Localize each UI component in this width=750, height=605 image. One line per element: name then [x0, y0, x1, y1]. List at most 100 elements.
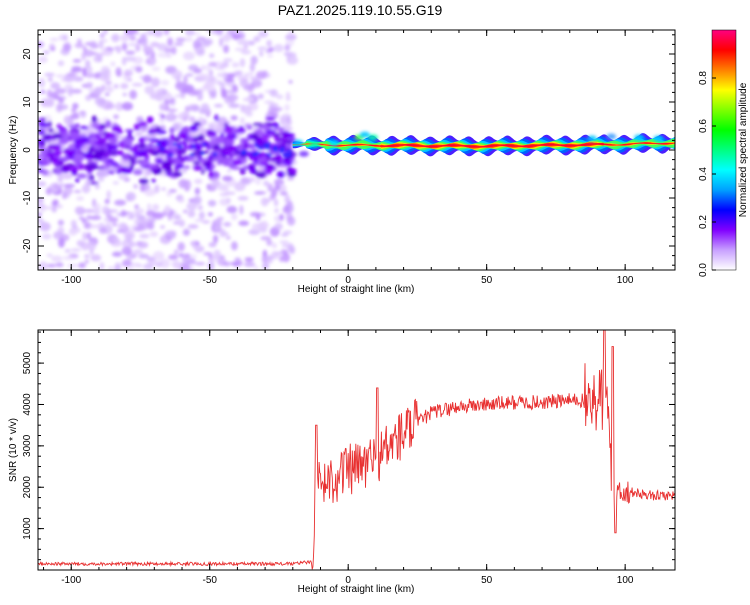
- heatmap-noise-cell: [93, 202, 101, 211]
- heatmap-noise-cell: [274, 207, 279, 214]
- y-tick-label: 2000: [22, 476, 33, 499]
- heatmap-noise-cell: [111, 252, 122, 256]
- heatmap-noise-cell: [240, 49, 252, 55]
- heatmap-noise-cell: [125, 232, 133, 243]
- heatmap-noise-cell: [157, 43, 168, 51]
- heatmap-noise-cell: [64, 248, 71, 253]
- heatmap-noise-cell: [263, 180, 269, 187]
- heatmap-noise-cell: [251, 153, 257, 157]
- heatmap-noise-cell: [97, 176, 105, 182]
- heatmap-noise-cell: [223, 125, 234, 134]
- y-tick-label: -20: [22, 238, 33, 253]
- heatmap-noise-cell: [239, 117, 245, 125]
- heatmap-noise-cell: [111, 126, 122, 132]
- heatmap-noise-cell: [57, 60, 65, 67]
- heatmap-noise-cell: [64, 150, 75, 154]
- heatmap-noise-cell: [260, 235, 272, 241]
- heatmap-noise-cell: [247, 40, 256, 46]
- heatmap-noise-cell: [279, 150, 285, 154]
- heatmap-noise-cell: [272, 145, 278, 149]
- heatmap-noise-cell: [148, 138, 160, 143]
- heatmap-noise-cell: [279, 213, 284, 221]
- heatmap-noise-cell: [46, 253, 53, 258]
- heatmap-noise-cell: [247, 72, 254, 77]
- heatmap-noise-cell: [234, 150, 241, 155]
- heatmap-noise-cell: [135, 43, 141, 52]
- heatmap-noise-cell: [253, 266, 259, 270]
- heatmap-noise-cell: [218, 37, 224, 47]
- heatmap-noise-cell: [52, 184, 63, 190]
- heatmap-signal-cell: [298, 150, 309, 157]
- heatmap-noise-cell: [166, 53, 172, 58]
- heatmap-noise-cell: [178, 253, 184, 258]
- heatmap-noise-cell: [225, 150, 232, 154]
- heatmap-noise-cell: [129, 36, 137, 41]
- heatmap-noise-cell: [284, 44, 291, 52]
- heatmap-noise-cell: [116, 229, 124, 233]
- heatmap-band-layer: [292, 142, 675, 148]
- heatmap-noise-cell: [273, 198, 279, 207]
- heatmap-noise-cell: [179, 141, 186, 145]
- heatmap-noise-cell: [155, 89, 162, 94]
- heatmap-noise-cell: [239, 205, 244, 215]
- heatmap-noise-cell: [274, 178, 285, 186]
- heatmap-noise-cell: [237, 75, 244, 81]
- heatmap-signal-cell: [586, 135, 597, 142]
- x-tick-label: 0: [345, 575, 351, 586]
- heatmap-noise-cell: [249, 211, 261, 217]
- heatmap-noise-cell: [257, 146, 263, 150]
- heatmap-noise-cell: [102, 69, 110, 80]
- heatmap-noise-cell: [143, 169, 148, 180]
- heatmap-noise-cell: [152, 251, 165, 261]
- heatmap-noise-cell: [222, 33, 234, 40]
- heatmap-noise-cell: [58, 139, 69, 145]
- heatmap-noise-cell: [38, 56, 48, 64]
- heatmap-noise-cell: [265, 116, 276, 121]
- heatmap-noise-cell: [174, 214, 182, 221]
- heatmap-noise-cell: [47, 120, 52, 128]
- heatmap-noise-cell: [150, 51, 156, 59]
- heatmap-noise-cell: [188, 254, 198, 258]
- snr-panel: -100 -50 0 50 100 1000 2000 3000 4000 5000 Height…: [8, 329, 676, 595]
- heatmap-noise-cell: [70, 248, 81, 252]
- heatmap-noise-cell: [187, 210, 196, 218]
- heatmap-noise-cell: [107, 209, 119, 213]
- heatmap-noise-cell: [161, 162, 172, 168]
- heatmap-noise-cell: [111, 222, 118, 227]
- heatmap-noise-cell: [206, 144, 212, 151]
- heatmap-noise-cell: [167, 145, 178, 152]
- heatmap-noise-cell: [288, 79, 293, 84]
- heatmap-noise-cell: [259, 50, 264, 57]
- heatmap-noise-cell: [132, 169, 143, 176]
- heatmap-noise-cell: [86, 232, 92, 240]
- heatmap-noise-cell: [82, 46, 87, 52]
- heatmap-noise-cell: [266, 39, 272, 47]
- heatmap-noise-cell: [249, 76, 260, 81]
- heatmap-noise-cell: [121, 259, 132, 267]
- heatmap-noise-cell: [169, 99, 175, 104]
- heatmap-noise-cell: [223, 44, 230, 54]
- heatmap-noise-cell: [94, 97, 106, 106]
- heatmap-noise-cell: [51, 205, 57, 213]
- heatmap-noise-cell: [198, 211, 206, 220]
- heatmap-noise-cell: [259, 221, 267, 229]
- heatmap-noise-cell: [113, 237, 121, 244]
- heatmap-noise-cell: [183, 75, 188, 85]
- heatmap-noise-cell: [247, 143, 254, 149]
- heatmap-noise-cell: [184, 164, 191, 170]
- heatmap-noise-cell: [236, 70, 243, 77]
- heatmap-noise-cell: [131, 82, 143, 87]
- heatmap-noise-cell: [280, 117, 293, 128]
- heatmap-noise-cell: [241, 149, 247, 153]
- heatmap-noise-cell: [151, 178, 156, 183]
- heatmap-noise-cell: [149, 231, 159, 238]
- heatmap-noise-cell: [213, 114, 219, 122]
- heatmap-noise-cell: [167, 211, 172, 222]
- heatmap-noise-cell: [42, 224, 48, 232]
- heatmap-signal-cell: [606, 133, 617, 140]
- x-tick-label: -100: [61, 575, 81, 586]
- heatmap-noise-cell: [88, 40, 98, 49]
- heatmap-noise-cell: [253, 36, 261, 43]
- heatmap-noise-cell: [63, 34, 68, 41]
- heatmap-noise-cell: [48, 43, 56, 51]
